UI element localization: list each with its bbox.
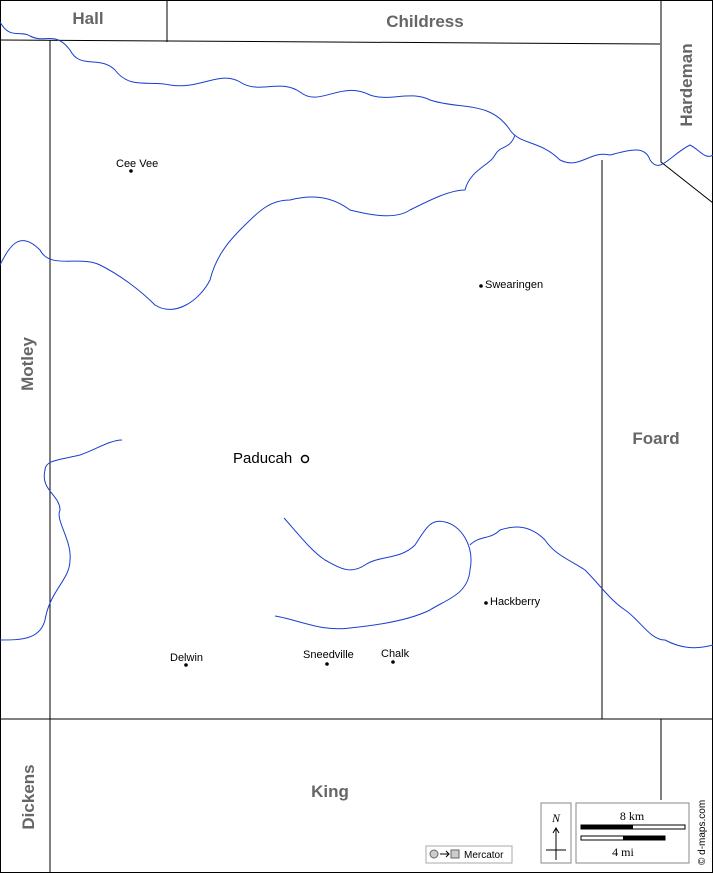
county-label: King: [311, 782, 349, 801]
county-label: Motley: [18, 337, 37, 391]
projection-label: Mercator: [464, 850, 504, 861]
seat-label: Paducah: [233, 450, 292, 467]
projection-box: Mercator: [425, 845, 513, 864]
scale-label: 4 mi: [612, 845, 634, 859]
scale-label: 8 km: [620, 809, 645, 823]
county-label: Childress: [386, 12, 463, 31]
compass: N: [540, 802, 572, 864]
town-label: Sneedville: [303, 649, 354, 661]
county-label: Hall: [72, 9, 103, 28]
scale-bar: 8 km 4 mi: [575, 802, 690, 864]
seat-marker: [300, 454, 310, 464]
county-label: Dickens: [19, 764, 38, 829]
town-label: Cee Vee: [116, 158, 158, 170]
county-label: Foard: [632, 429, 679, 448]
compass-label: N: [551, 811, 561, 825]
town-dot: [391, 660, 395, 664]
town-dot: [479, 284, 483, 288]
town-label: Swearingen: [485, 279, 543, 291]
credit: © d-maps.com: [697, 800, 708, 865]
town-dot: [484, 601, 488, 605]
town-dot: [129, 169, 133, 173]
town-label: Hackberry: [490, 596, 541, 608]
town-dot: [325, 662, 329, 666]
county-label: Hardeman: [677, 43, 696, 126]
rivers: [0, 21, 713, 649]
town-label: Chalk: [381, 648, 410, 660]
town-label: Delwin: [170, 652, 203, 664]
town-dot: [184, 663, 188, 667]
